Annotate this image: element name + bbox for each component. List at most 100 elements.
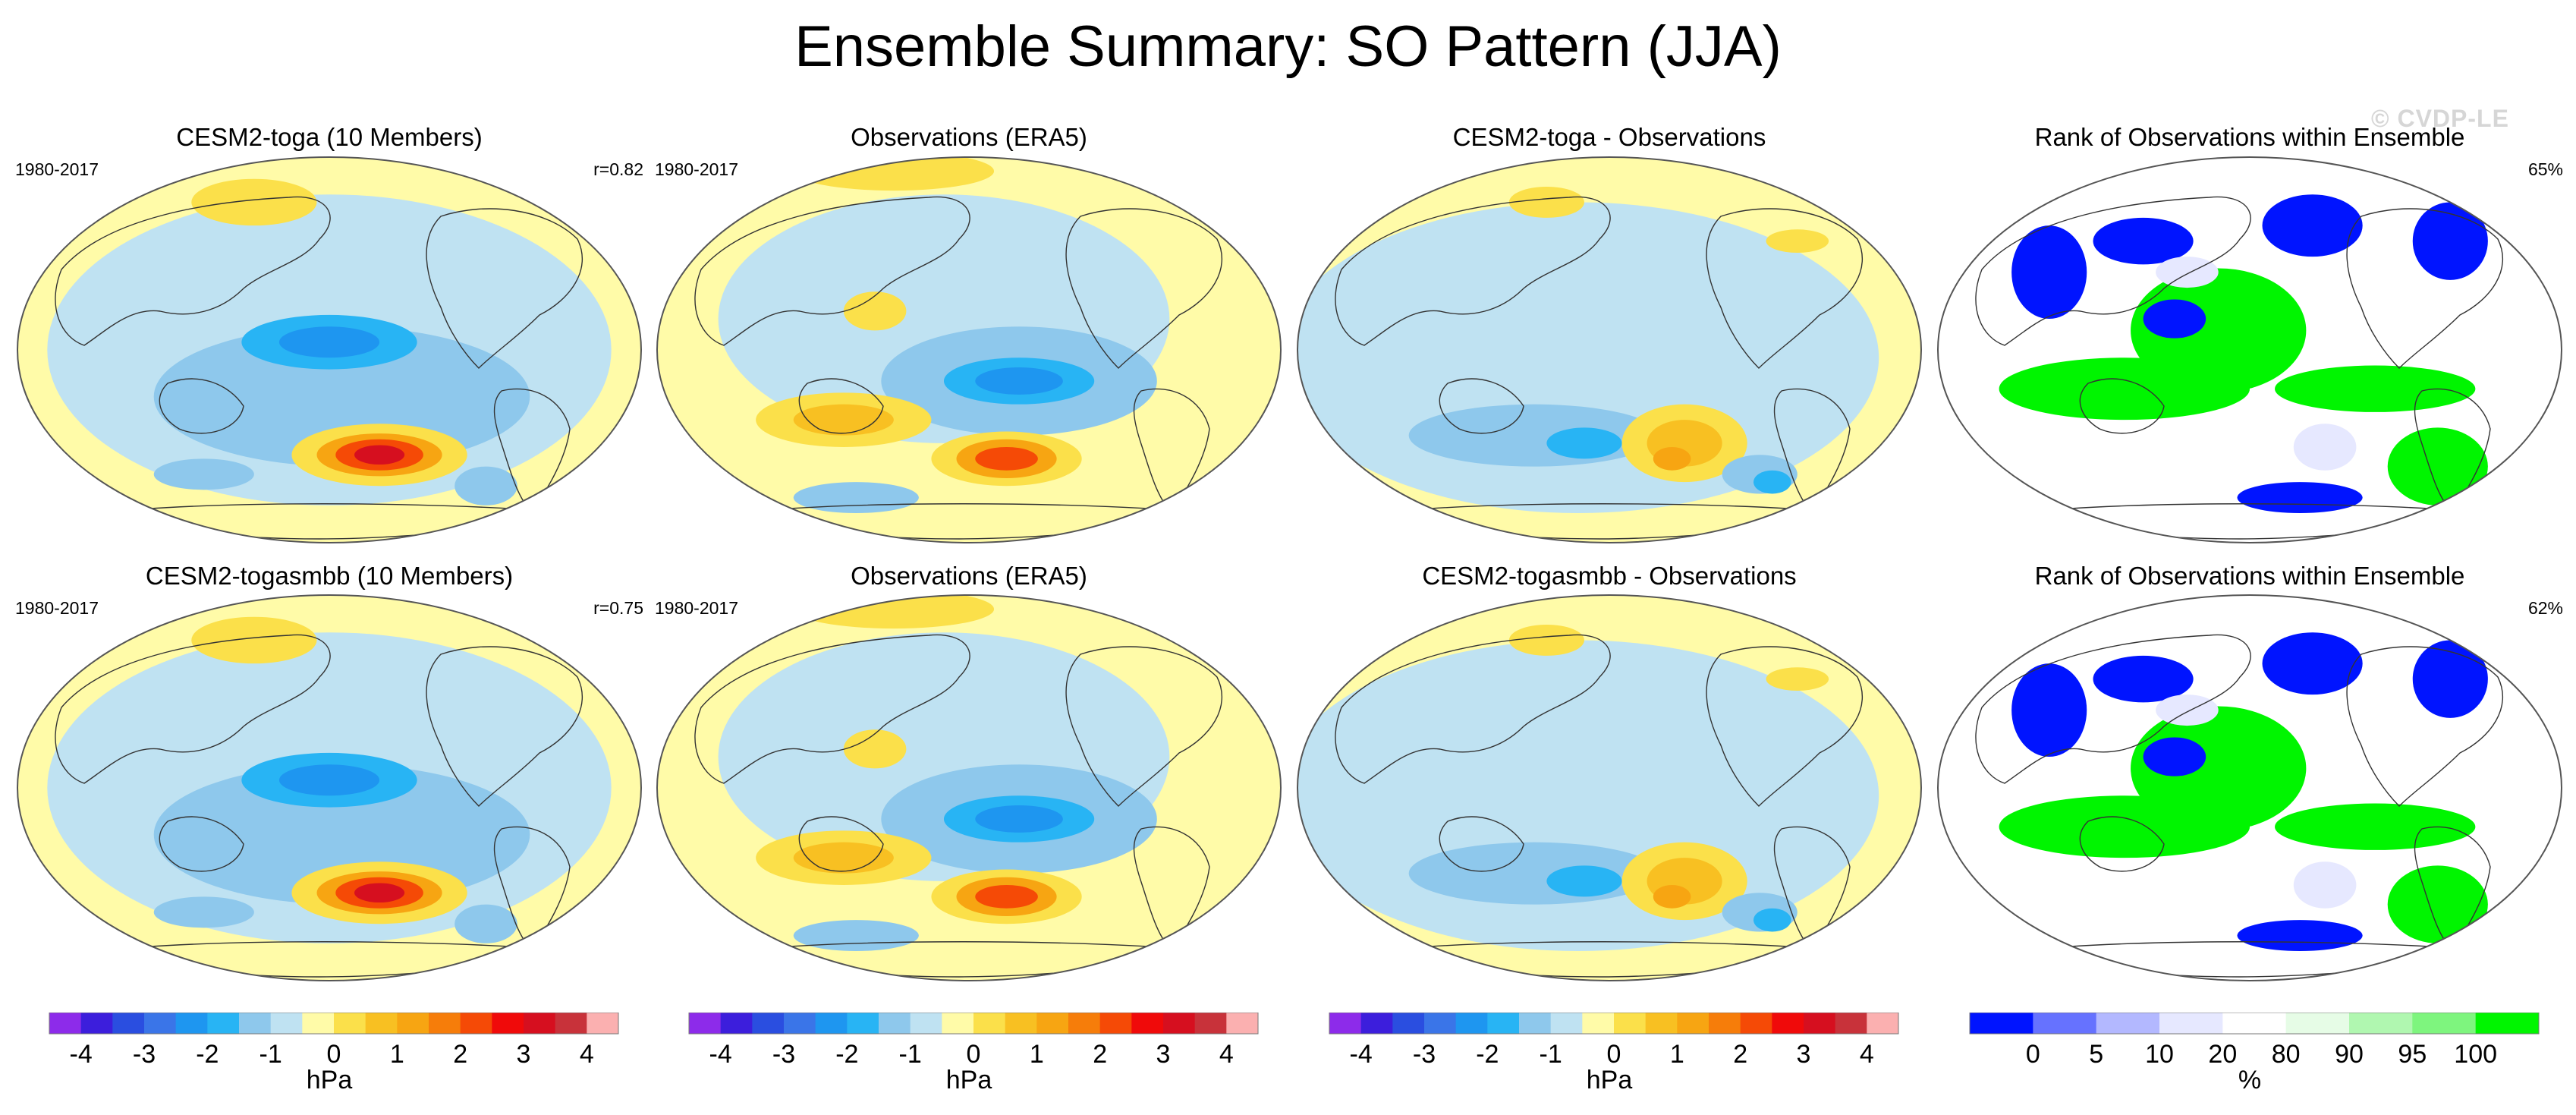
- coastline: [1065, 208, 1222, 369]
- colorbar-swatch: [397, 1013, 429, 1034]
- colorbar-swatch: [1487, 1013, 1520, 1034]
- colorbar-swatch: [1677, 1013, 1709, 1034]
- pressure-map: [17, 156, 642, 543]
- colorbar-swatch: [2349, 1013, 2413, 1034]
- colorbar-swatch: [2222, 1013, 2287, 1034]
- field-contour: [2412, 202, 2488, 280]
- coastline: [694, 196, 970, 346]
- colorbar-tick-label: 80: [2272, 1040, 2301, 1069]
- field-contour: [354, 445, 405, 465]
- pressure-map: [1297, 156, 1922, 543]
- field-contour: [354, 883, 405, 903]
- panel-statistic: 62%: [2527, 598, 2563, 618]
- field-contour: [2143, 299, 2206, 339]
- panel-title: CESM2-toga - Observations: [1452, 123, 1766, 151]
- rank-map: [1937, 594, 2562, 981]
- field-contour: [2262, 194, 2363, 257]
- rank-map: [1937, 156, 2562, 543]
- colorbar-swatch: [460, 1013, 492, 1034]
- colorbar-swatch: [1226, 1013, 1259, 1034]
- colorbar-tick-label: 2: [1093, 1040, 1107, 1069]
- field-contour: [1508, 186, 1584, 218]
- colorbar-swatch: [1614, 1013, 1647, 1034]
- field-contour: [975, 447, 1038, 471]
- colorbar-tick-label: 2: [453, 1040, 467, 1069]
- field-contour: [2412, 640, 2488, 718]
- panel-title: Rank of Observations within Ensemble: [2034, 562, 2465, 590]
- field-contour: [2387, 865, 2488, 943]
- field-contour: [843, 729, 907, 769]
- colorbar-tick-label: 4: [1860, 1040, 1874, 1069]
- field-contour: [2262, 632, 2363, 695]
- colorbar-tick-label: -3: [133, 1040, 156, 1069]
- colorbar-tick-label: 4: [1219, 1040, 1234, 1069]
- field-contour: [2156, 257, 2219, 288]
- colorbar-swatch: [1970, 1013, 2033, 1034]
- coastline: [426, 208, 583, 369]
- field-contour: [2237, 920, 2363, 952]
- coastline: [426, 646, 583, 807]
- colorbar-tick-label: 100: [2454, 1040, 2497, 1069]
- colorbar-units: hPa: [945, 1066, 992, 1095]
- pressure-map: [656, 594, 1282, 981]
- colorbar-swatch: [1068, 1013, 1101, 1034]
- watermark: © CVDP-LE: [2371, 105, 2509, 132]
- colorbar-swatch: [1099, 1013, 1132, 1034]
- colorbar-swatch: [1131, 1013, 1164, 1034]
- field-contour: [1546, 865, 1622, 897]
- field-contour: [191, 616, 317, 664]
- colorbar-tick-label: 5: [2089, 1040, 2103, 1069]
- field-contour: [1653, 885, 1691, 909]
- colorbar-swatch: [302, 1013, 335, 1034]
- colorbar-tick-label: 0: [2026, 1040, 2040, 1069]
- field-contour: [278, 764, 380, 796]
- map-border: [1297, 156, 1922, 543]
- colorbar-tick-label: -3: [1413, 1040, 1436, 1069]
- field-contour: [2293, 424, 2357, 471]
- colorbar-tick-label: 1: [1670, 1040, 1684, 1069]
- field-contour: [793, 482, 919, 514]
- colorbar-swatch: [847, 1013, 879, 1034]
- colorbar-swatch: [815, 1013, 848, 1034]
- field-contour: [975, 885, 1038, 909]
- colorbar-tick-label: 3: [1156, 1040, 1171, 1069]
- colorbar-swatch: [2159, 1013, 2223, 1034]
- field-contour: [793, 920, 919, 952]
- colorbar: 0 5 10 20 80 90 95 100: [1969, 1013, 2540, 1069]
- field-contour: [1753, 908, 1791, 932]
- colorbar-swatch: [1329, 1013, 1362, 1034]
- colorbar-tick-label: -4: [709, 1040, 732, 1069]
- map-border: [17, 156, 642, 543]
- coastline: [55, 196, 331, 346]
- panel-title: Observations (ERA5): [851, 123, 1087, 151]
- colorbar-tick-label: -2: [835, 1040, 858, 1069]
- colorbar-swatch: [1392, 1013, 1425, 1034]
- colorbar-swatch: [2285, 1013, 2350, 1034]
- field-contour: [2011, 663, 2087, 758]
- colorbar-swatch: [1867, 1013, 1899, 1034]
- colorbar-swatch: [1740, 1013, 1772, 1034]
- coastline: [159, 378, 244, 434]
- panel-statistic: r=0.75: [593, 598, 643, 618]
- colorbar-tick-label: 1: [1030, 1040, 1044, 1069]
- field-contour: [2387, 427, 2488, 506]
- colorbar-swatch: [784, 1013, 816, 1034]
- colorbar-swatch: [720, 1013, 753, 1034]
- coastline: [694, 634, 970, 784]
- colorbar-swatch: [1455, 1013, 1488, 1034]
- colorbar-swatch: [942, 1013, 974, 1034]
- colorbar-tick-label: -2: [1476, 1040, 1499, 1069]
- coastline: [1706, 208, 1863, 369]
- coastline: [55, 634, 331, 784]
- panel-period: 1980-2017: [15, 159, 99, 179]
- colorbar-tick-label: 3: [517, 1040, 531, 1069]
- colorbar-swatch: [752, 1013, 785, 1034]
- colorbar-swatch: [2475, 1013, 2540, 1034]
- map-border: [656, 594, 1282, 981]
- field-contour: [843, 291, 907, 331]
- colorbar-swatch: [1163, 1013, 1196, 1034]
- panel-title: CESM2-togasmbb (10 Members): [145, 562, 514, 590]
- colorbar-swatch: [1772, 1013, 1804, 1034]
- field-contour: [1508, 624, 1584, 656]
- colorbar-swatch: [207, 1013, 240, 1034]
